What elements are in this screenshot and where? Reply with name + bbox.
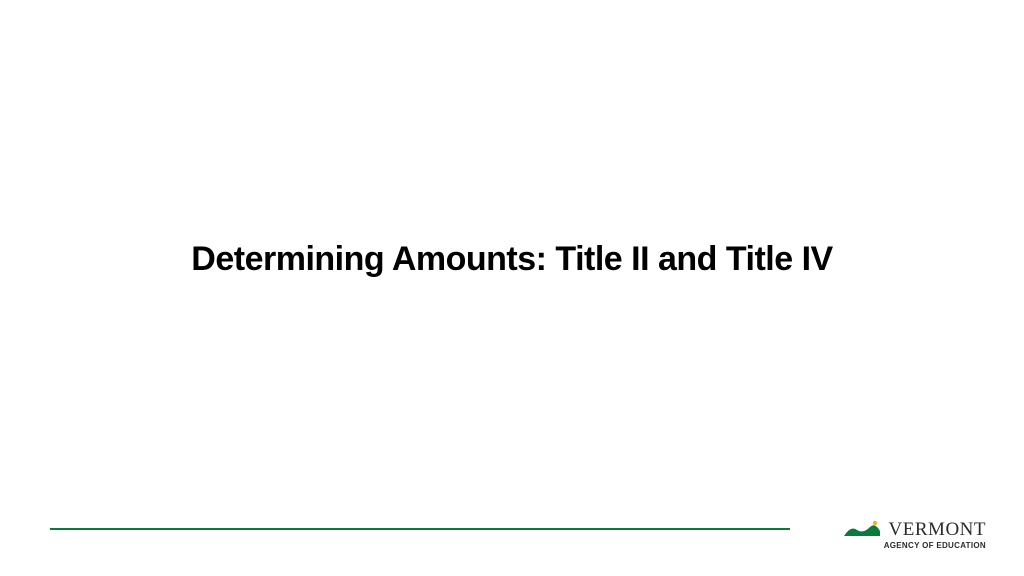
sun-dot <box>872 521 876 525</box>
logo-top-row: VERMONT <box>843 519 986 539</box>
logo-subtext: AGENCY OF EDUCATION <box>884 541 986 550</box>
vermont-logo: VERMONT AGENCY OF EDUCATION <box>843 519 986 550</box>
mountain-path <box>844 525 880 536</box>
logo-brand-text: VERMONT <box>889 520 986 539</box>
slide: Determining Amounts: Title II and Title … <box>0 0 1024 576</box>
footer-divider <box>50 528 790 530</box>
mountain-icon <box>843 519 885 539</box>
slide-title: Determining Amounts: Title II and Title … <box>0 240 1024 279</box>
